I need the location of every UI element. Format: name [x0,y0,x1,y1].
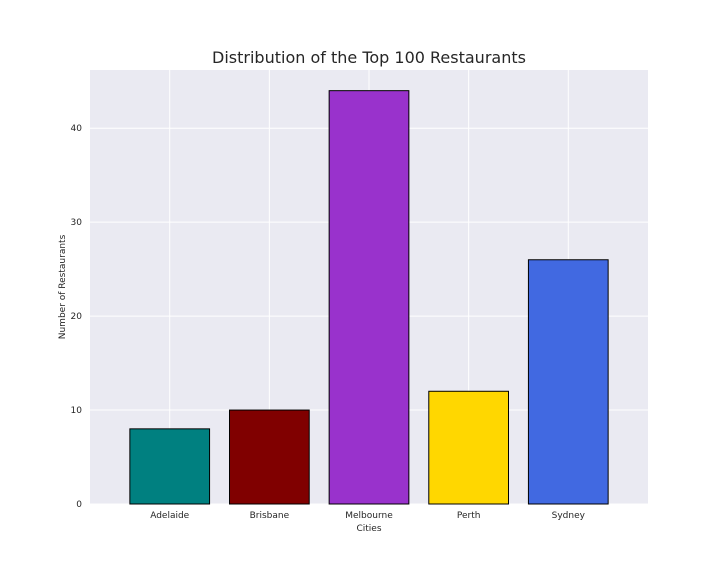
bar-perth [428,390,509,505]
bar-brisbane [229,409,310,505]
chart-title: Distribution of the Top 100 Restaurants [212,48,526,67]
bar-melbourne [328,90,410,505]
y-tick-label: 30 [71,218,83,228]
x-axis-label: Cities [356,524,381,534]
y-axis-label: Number of Restaurants [58,234,68,339]
bar-sydney [527,259,609,505]
bar-adelaide [129,428,211,505]
x-tick-label: Adelaide [150,511,189,521]
bars [129,90,609,505]
y-tick-label: 20 [71,312,83,322]
x-tick-labels: Adelaide Brisbane Melbourne Perth Sydney [150,511,585,521]
x-tick-label: Perth [457,511,481,521]
x-tick-label: Melbourne [345,511,393,521]
x-tick-label: Sydney [552,511,586,521]
x-tick-label: Brisbane [250,511,290,521]
y-tick-label: 10 [71,406,83,416]
y-tick-label: 40 [71,124,83,134]
y-tick-labels: 0 10 20 30 40 [71,124,83,510]
y-tick-label: 0 [76,500,82,510]
